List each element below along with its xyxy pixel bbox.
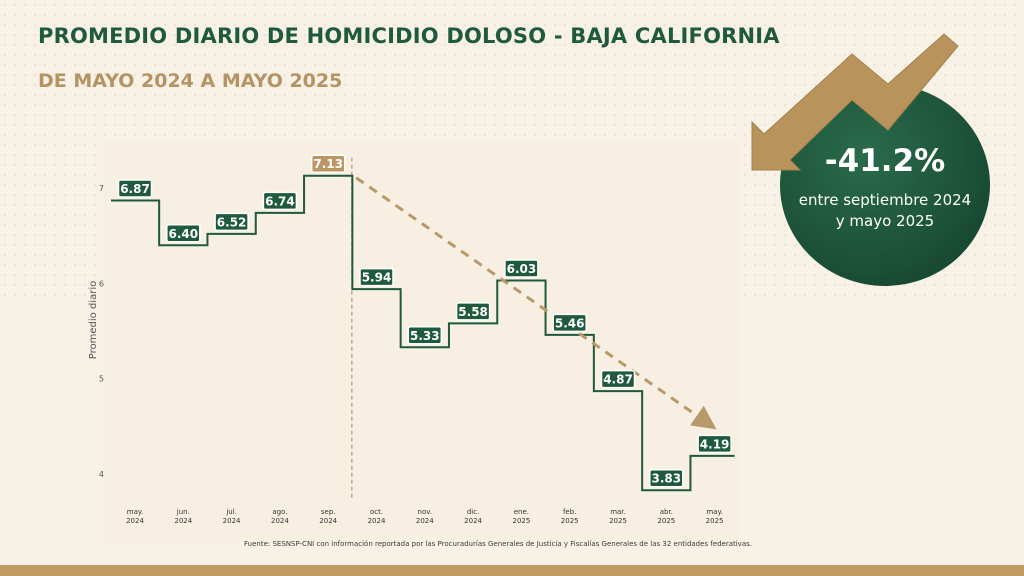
chart-subtitle: DE MAYO 2024 A MAYO 2025 — [38, 70, 343, 92]
y-tick-label: 7 — [99, 184, 104, 193]
data-label: 3.83 — [651, 472, 681, 486]
data-label: 6.40 — [168, 227, 198, 241]
x-tick-label: abr. 2025 — [657, 508, 675, 525]
x-tick-label: feb. 2025 — [561, 508, 579, 525]
data-label-box — [504, 259, 539, 278]
data-label: 5.33 — [410, 329, 440, 343]
data-label: 6.52 — [217, 215, 247, 229]
data-label-box — [359, 267, 394, 287]
x-tick-label: jun. 2024 — [174, 508, 192, 525]
x-tick-label: nov. 2024 — [416, 508, 434, 525]
chart-title: PROMEDIO DIARIO DE HOMICIDIO DOLOSO - BA… — [38, 24, 780, 48]
x-tick-label: ago. 2024 — [271, 508, 289, 525]
series-step-line — [111, 174, 735, 492]
data-label-box — [552, 313, 587, 333]
data-label-box — [166, 224, 201, 243]
source-note: Fuente: SESNSP-CNI con información repor… — [244, 540, 752, 548]
y-tick-label: 4 — [99, 470, 104, 479]
data-label-box — [407, 326, 443, 345]
data-label: 6.74 — [265, 194, 295, 208]
x-tick-label: may. 2025 — [706, 508, 724, 525]
data-label-box — [117, 179, 153, 198]
data-label-box — [214, 212, 249, 232]
data-label: 6.87 — [120, 182, 150, 196]
x-tick-label: dic. 2024 — [464, 508, 482, 525]
data-label-box — [649, 468, 684, 488]
data-label: 7.13 — [313, 157, 343, 171]
x-tick-label: mar. 2025 — [609, 508, 627, 525]
x-tick-label: ene. 2025 — [512, 508, 530, 525]
data-label-box — [600, 369, 636, 389]
data-label: 4.87 — [603, 373, 633, 387]
data-label: 6.03 — [507, 262, 537, 276]
y-tick-label: 6 — [99, 279, 104, 288]
y-tick-label: 5 — [99, 375, 104, 384]
data-label: 4.19 — [700, 437, 730, 451]
trend-arrow — [355, 176, 717, 430]
data-label: 5.94 — [362, 271, 392, 285]
x-tick-label: may. 2024 — [126, 508, 144, 525]
data-label-box — [310, 154, 346, 173]
footer-bar — [0, 565, 1024, 576]
x-tick-label: oct. 2024 — [368, 508, 386, 525]
data-label: 5.58 — [458, 305, 488, 319]
data-label-box — [262, 191, 298, 211]
x-tick-label: jul. 2024 — [223, 508, 241, 525]
data-label-box — [697, 434, 732, 454]
data-label-box — [455, 302, 491, 321]
y-axis-label: Promedio diario — [88, 281, 99, 359]
data-label: 5.46 — [555, 316, 585, 330]
x-tick-label: sep. 2024 — [319, 508, 337, 525]
